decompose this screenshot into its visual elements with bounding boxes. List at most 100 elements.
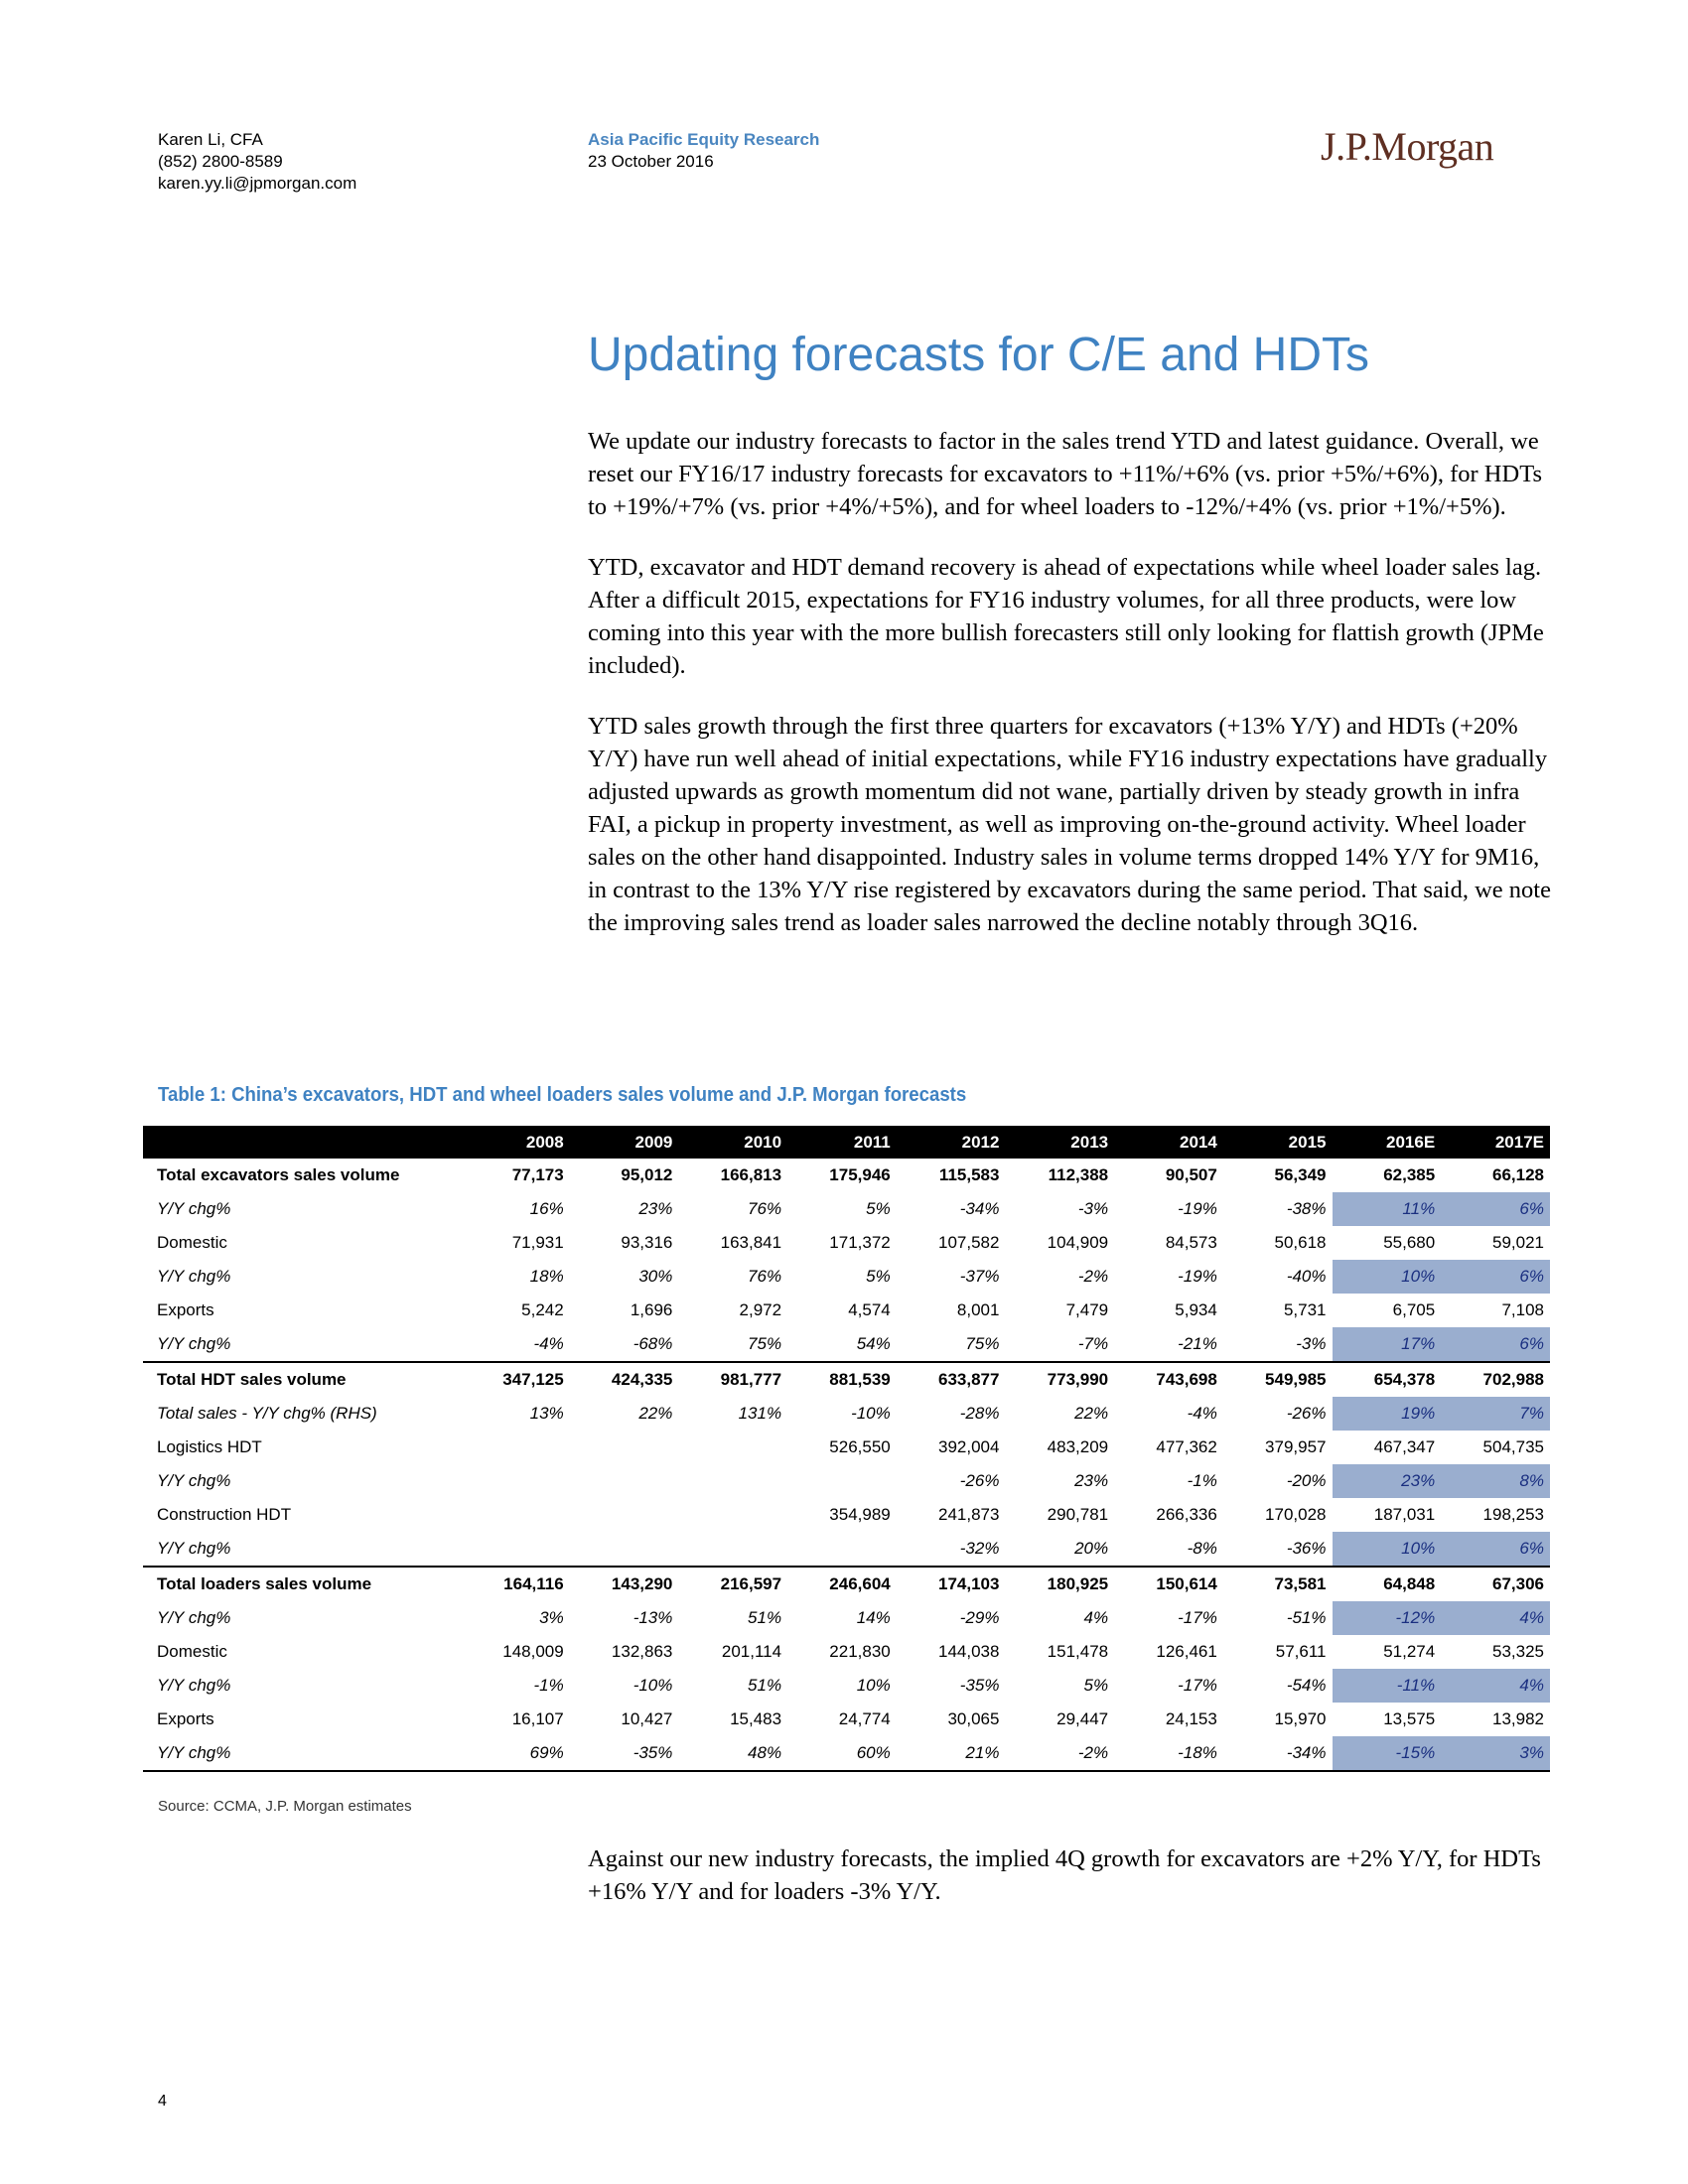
table-cell: -28% bbox=[959, 1404, 1000, 1423]
page-number: 4 bbox=[158, 2093, 167, 2110]
table-title: Table 1: China’s excavators, HDT and whe… bbox=[158, 1084, 967, 1106]
table-cell: 171,372 bbox=[829, 1233, 891, 1252]
table-cell: 131% bbox=[738, 1404, 782, 1423]
table-cell: 151,478 bbox=[1047, 1642, 1109, 1661]
table-cell: 170,028 bbox=[1265, 1505, 1327, 1524]
table-cell: 526,550 bbox=[829, 1437, 891, 1456]
table-cell: -4% bbox=[1187, 1404, 1217, 1423]
column-header: 2010 bbox=[678, 1126, 788, 1159]
row-label: Y/Y chg% bbox=[157, 1199, 231, 1218]
table-cell: 64,848 bbox=[1332, 1566, 1442, 1601]
table-cell: 633,877 bbox=[896, 1361, 1006, 1397]
table-cell: 13% bbox=[529, 1404, 564, 1423]
table-cell: 55,680 bbox=[1383, 1233, 1436, 1252]
table-cell: 5% bbox=[1083, 1676, 1109, 1695]
table-cell bbox=[461, 1464, 570, 1498]
table-cell: 201,114 bbox=[721, 1642, 782, 1661]
table-cell: -20% bbox=[1286, 1471, 1327, 1490]
report-date: 23 October 2016 bbox=[588, 152, 714, 171]
table-cell: 48% bbox=[678, 1736, 788, 1772]
table-cell: -10% bbox=[633, 1676, 673, 1695]
row-label: Exports bbox=[157, 1709, 214, 1728]
table-cell: 166,813 bbox=[720, 1165, 782, 1184]
table-cell: -34% bbox=[1222, 1736, 1333, 1772]
table-cell: 4% bbox=[1441, 1669, 1550, 1703]
table-row: Y/Y chg% 16% 23% 76% 5% -34% -3% -19% -38% 11% 6% bbox=[143, 1192, 1550, 1226]
jpmorgan-logo: J.P.Morgan bbox=[1321, 124, 1494, 169]
table-cell: 21% bbox=[896, 1736, 1006, 1772]
table-cell: 50,618 bbox=[1274, 1233, 1327, 1252]
column-header: 2016E bbox=[1332, 1126, 1442, 1159]
table-header-row: 2008 2009 2010 2011 2012 2013 2014 2015 … bbox=[143, 1126, 1550, 1159]
table-cell: -35% bbox=[959, 1676, 1000, 1695]
table-cell: 93,316 bbox=[621, 1233, 673, 1252]
table-row: Construction HDT 354,989 241,873 290,781 266… bbox=[143, 1498, 1550, 1532]
table-cell: 14% bbox=[856, 1608, 891, 1627]
table-cell: 477,362 bbox=[1156, 1437, 1217, 1456]
table-cell: 30,065 bbox=[947, 1709, 1000, 1728]
table-cell: 163,841 bbox=[720, 1233, 782, 1252]
table-source: Source: CCMA, J.P. Morgan estimates bbox=[158, 1798, 412, 1815]
table-cell: 549,985 bbox=[1222, 1361, 1333, 1397]
column-header: 2009 bbox=[569, 1126, 679, 1159]
table-cell: 15,483 bbox=[730, 1709, 782, 1728]
table-cell bbox=[678, 1464, 787, 1498]
table-cell: 13,982 bbox=[1492, 1709, 1544, 1728]
table-cell: 54% bbox=[856, 1334, 891, 1353]
department-label: Asia Pacific Equity Research bbox=[588, 130, 820, 149]
author-email[interactable]: karen.yy.li@jpmorgan.com bbox=[158, 174, 357, 193]
column-header: 2012 bbox=[896, 1126, 1006, 1159]
table-cell: 29,447 bbox=[1056, 1709, 1109, 1728]
table-cell: 112,388 bbox=[1048, 1165, 1109, 1184]
row-label: Y/Y chg% bbox=[157, 1267, 231, 1286]
table-cell: 3% bbox=[1441, 1736, 1550, 1772]
table-row: Y/Y chg% -26% 23% -1% -20% 23% 8% bbox=[143, 1464, 1550, 1498]
table-cell: 95,012 bbox=[621, 1165, 673, 1184]
table-cell bbox=[570, 1431, 679, 1464]
table-cell: 392,004 bbox=[937, 1437, 1000, 1456]
column-header: 2017E bbox=[1441, 1126, 1550, 1159]
table-cell: 11% bbox=[1332, 1192, 1442, 1226]
row-label: Total HDT sales volume bbox=[143, 1361, 461, 1397]
table-cell: 773,990 bbox=[1005, 1361, 1115, 1397]
table-cell: -18% bbox=[1114, 1736, 1223, 1772]
table-cell: 702,988 bbox=[1441, 1361, 1550, 1397]
table-cell: 150,614 bbox=[1114, 1566, 1223, 1601]
row-label: Y/Y chg% bbox=[143, 1736, 461, 1772]
page-title: Updating forecasts for C/E and HDTs bbox=[588, 329, 1370, 381]
table-cell: 20% bbox=[1074, 1539, 1109, 1558]
table-cell: 379,957 bbox=[1265, 1437, 1327, 1456]
table-cell: 77,173 bbox=[511, 1165, 564, 1184]
table-cell: 4% bbox=[1441, 1601, 1550, 1635]
table-cell: 6,705 bbox=[1392, 1300, 1436, 1319]
table-cell: 67,306 bbox=[1441, 1566, 1550, 1601]
table-cell: 6% bbox=[1441, 1327, 1550, 1362]
table-cell: 6% bbox=[1441, 1532, 1550, 1567]
table-cell: -54% bbox=[1286, 1676, 1327, 1695]
row-label: Y/Y chg% bbox=[157, 1676, 231, 1695]
table-cell: -21% bbox=[1178, 1334, 1217, 1353]
table-cell: 84,573 bbox=[1165, 1233, 1217, 1252]
author-block: Karen Li, CFA (852) 2800-8589 karen.yy.l… bbox=[158, 129, 356, 195]
table-cell: -17% bbox=[1178, 1608, 1217, 1627]
table-cell: -17% bbox=[1178, 1676, 1217, 1695]
table-cell: 24,153 bbox=[1165, 1709, 1217, 1728]
table-cell: 354,989 bbox=[829, 1505, 891, 1524]
table-cell: 76% bbox=[748, 1199, 782, 1218]
table-cell: 216,597 bbox=[678, 1566, 788, 1601]
table-row: Y/Y chg% 18% 30% 76% 5% -37% -2% -19% -40% 10% 6% bbox=[143, 1260, 1550, 1294]
row-label: Y/Y chg% bbox=[157, 1334, 231, 1353]
table-cell: -8% bbox=[1187, 1539, 1217, 1558]
table-cell bbox=[461, 1532, 570, 1567]
table-row: Logistics HDT 526,550 392,004 483,209 477,36… bbox=[143, 1431, 1550, 1464]
table-cell: -7% bbox=[1077, 1334, 1109, 1353]
table-cell: 7,108 bbox=[1501, 1300, 1544, 1319]
table-row: Total HDT sales volume 347,125 424,335 981,… bbox=[143, 1361, 1550, 1397]
table-cell: -34% bbox=[959, 1199, 1000, 1218]
table-cell: 73,581 bbox=[1222, 1566, 1333, 1601]
table-cell: 5% bbox=[866, 1267, 891, 1286]
table-cell: 57,611 bbox=[1275, 1642, 1327, 1661]
research-block: Asia Pacific Equity Research 23 October … bbox=[588, 129, 819, 173]
header-label-cell bbox=[143, 1126, 461, 1159]
table-cell: -19% bbox=[1178, 1267, 1217, 1286]
